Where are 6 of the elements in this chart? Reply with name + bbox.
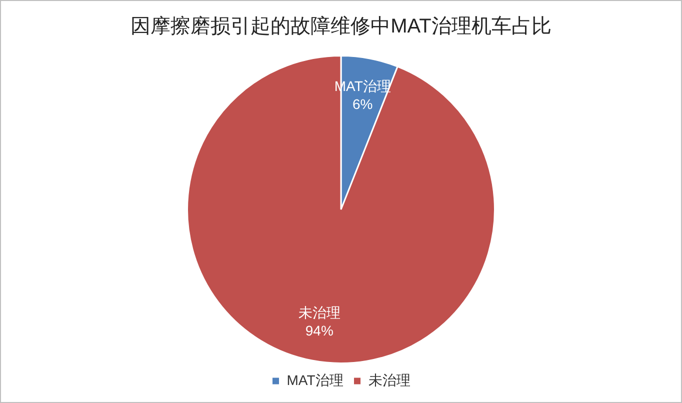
slice-label: 未治理 xyxy=(298,304,340,321)
data-label: 6% xyxy=(352,96,373,112)
legend-label: MAT治理 xyxy=(286,372,344,388)
data-label: 94% xyxy=(305,322,334,339)
chart-title: 因摩擦磨损引起的故障维修中MAT治理机车占比 xyxy=(130,16,552,38)
legend-label: 未治理 xyxy=(368,372,410,388)
